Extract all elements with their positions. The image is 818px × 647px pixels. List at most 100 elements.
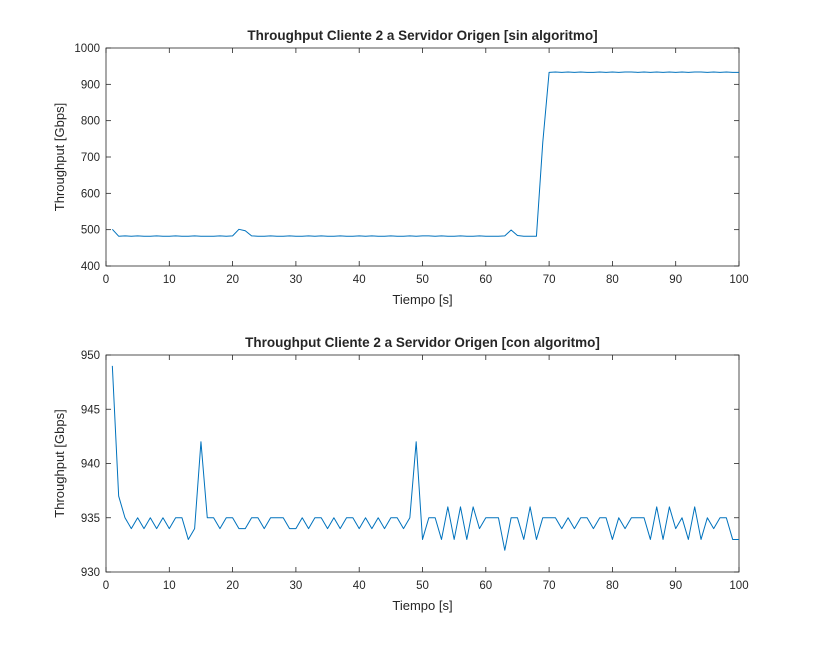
data-point — [712, 527, 714, 529]
x-tick-label: 70 — [543, 274, 556, 286]
data-point — [288, 235, 290, 237]
x-tick-label: 30 — [290, 274, 303, 286]
y-tick-label: 900 — [81, 79, 100, 91]
data-point — [440, 538, 442, 540]
plot-area — [105, 47, 740, 267]
y-tick-label: 1000 — [74, 43, 100, 55]
x-axis-label: Tiempo [s] — [392, 292, 452, 307]
data-point — [187, 538, 189, 540]
data-point — [586, 517, 588, 519]
data-point — [428, 517, 430, 519]
data-point — [402, 527, 404, 529]
data-point — [548, 71, 550, 73]
data-point — [719, 517, 721, 519]
data-point — [244, 230, 246, 232]
chart-2: 0 10 20 30 40 50 60 70 80 90 100 930 935 940 945 950 Thr… — [52, 335, 749, 613]
data-point — [700, 538, 702, 540]
data-point — [421, 538, 423, 540]
data-point — [529, 506, 531, 508]
data-point — [269, 517, 271, 519]
data-point — [301, 235, 303, 237]
data-point — [225, 235, 227, 237]
data-point — [339, 527, 341, 529]
data-point — [453, 235, 455, 237]
y-tick-label: 800 — [81, 116, 100, 128]
data-point — [611, 538, 613, 540]
data-point — [611, 71, 613, 73]
data-point — [181, 235, 183, 237]
x-tick-label: 60 — [479, 580, 492, 592]
x-tick-label: 60 — [479, 274, 492, 286]
data-point — [618, 71, 620, 73]
data-point — [637, 517, 639, 519]
data-point — [288, 527, 290, 529]
data-point — [618, 517, 620, 519]
data-point — [421, 235, 423, 237]
data-point — [263, 235, 265, 237]
data-point — [693, 506, 695, 508]
data-point — [124, 235, 126, 237]
data-point — [200, 235, 202, 237]
data-point — [352, 235, 354, 237]
data-point — [504, 549, 506, 551]
data-point — [111, 365, 113, 367]
data-point — [136, 235, 138, 237]
data-point — [453, 538, 455, 540]
data-point — [624, 71, 626, 73]
data-point — [143, 527, 145, 529]
y-tick-label: 945 — [81, 404, 100, 416]
x-tick-label: 20 — [226, 580, 239, 592]
data-point — [314, 235, 316, 237]
data-point — [231, 517, 233, 519]
data-point — [447, 506, 449, 508]
data-point — [168, 235, 170, 237]
data-point — [345, 235, 347, 237]
data-point — [130, 527, 132, 529]
data-point — [276, 235, 278, 237]
data-point — [257, 235, 259, 237]
data-point — [383, 527, 385, 529]
x-tick-label: 90 — [669, 580, 682, 592]
data-point — [307, 235, 309, 237]
data-point — [162, 517, 164, 519]
data-point — [706, 517, 708, 519]
data-point — [516, 517, 518, 519]
data-point — [238, 527, 240, 529]
data-point — [592, 527, 594, 529]
data-point — [149, 517, 151, 519]
data-point — [605, 517, 607, 519]
y-axis-label: Throughput [Gbps] — [52, 409, 67, 517]
x-tick-label: 10 — [163, 580, 176, 592]
data-point — [212, 235, 214, 237]
x-tick-label: 90 — [669, 274, 682, 286]
data-point — [668, 71, 670, 73]
data-point — [624, 527, 626, 529]
data-point — [535, 538, 537, 540]
data-point — [693, 71, 695, 73]
data-point — [434, 517, 436, 519]
data-point — [687, 538, 689, 540]
y-tick-label: 950 — [81, 350, 100, 362]
data-point — [193, 527, 195, 529]
data-point — [466, 235, 468, 237]
data-point — [111, 228, 113, 230]
data-point — [573, 527, 575, 529]
data-point — [491, 517, 493, 519]
data-point — [529, 235, 531, 237]
series-line — [111, 365, 739, 551]
data-point — [282, 235, 284, 237]
data-point — [206, 235, 208, 237]
data-point — [352, 517, 354, 519]
data-point — [554, 517, 556, 519]
data-point — [478, 527, 480, 529]
data-point — [187, 235, 189, 237]
data-point — [219, 527, 221, 529]
data-point — [656, 506, 658, 508]
data-point — [504, 235, 506, 237]
x-axis-label: Tiempo [s] — [392, 598, 452, 613]
data-point — [548, 517, 550, 519]
data-point — [212, 517, 214, 519]
data-point — [478, 235, 480, 237]
data-point — [675, 71, 677, 73]
